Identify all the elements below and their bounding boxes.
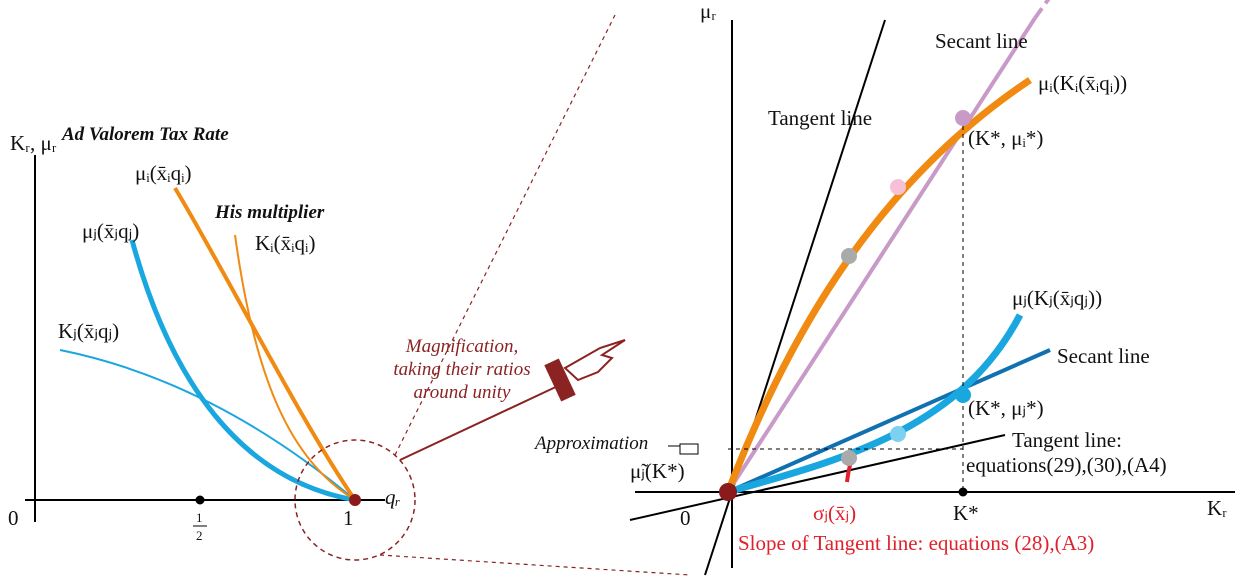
secant-line-i-ext [1035,0,1055,18]
sigma: σⱼ(x̄ⱼ) [813,501,856,525]
tangent-label-j: Tangent line: [1012,428,1122,452]
magnification-line: taking their ratios [393,359,530,380]
half-denominator: 2 [196,528,203,543]
mu-i-label: μᵢ(Kᵢ(x̄ᵢqᵢ)) [1038,71,1127,95]
origin: 0 [680,506,691,530]
k-star: K* [953,501,979,525]
y-axis-label: μᵣ [700,0,716,23]
zoom-line [380,555,690,575]
k-j-label: Kⱼ(x̄ⱼqⱼ) [58,319,119,343]
y-axis-label: Kᵣ, μᵣ [10,131,57,155]
point-i-label: (K*, μᵢ*) [968,126,1043,150]
k-star-point [959,488,968,497]
tangent-equations: equations(29),(30),(A4) [966,453,1167,477]
magnification-line: Magnification, [405,336,518,357]
k-i-curve [235,235,355,500]
title: Ad Valorem Tax Rate [61,124,229,145]
mu-j-label: μⱼ(Kⱼ(x̄ⱼqⱼ)) [1012,286,1102,310]
x-axis-label: Kᵣ [1207,496,1227,520]
unity-point [349,494,361,506]
mid-point-j [890,426,906,442]
half-point [196,496,205,505]
tangent-label-i: Tangent line [768,106,872,130]
left-panel: Kᵣ, μᵣ Ad Valorem Tax Rate μᵢ(x̄ᵢqᵢ) His… [8,15,690,575]
secant-label-j: Secant line [1057,344,1150,368]
x-axis-label: qᵣ [385,485,401,509]
k-i-label: Kᵢ(x̄ᵢqᵢ) [255,231,315,255]
point-i [955,110,971,126]
mid-point-i [890,179,906,195]
slope-angle [847,465,850,482]
secant-label-i: Secant line [935,29,1028,53]
origin: 0 [8,506,19,530]
diagram: Kᵣ, μᵣ Ad Valorem Tax Rate μᵢ(x̄ᵢqᵢ) His… [0,0,1252,579]
half-numerator: 1 [196,510,203,525]
tangent-point-j [841,450,857,466]
mu-tilde: μ̃ⱼ(K*) [630,459,685,483]
tangent-point-i [841,248,857,264]
point-j-label: (K*, μⱼ*) [968,396,1044,420]
pointer-icon [668,444,698,454]
approximation: Approximation [533,433,648,454]
mu-j-label: μⱼ(x̄ⱼqⱼ) [82,219,139,243]
origin-point [719,483,737,501]
mu-j-curve [132,240,355,500]
his-multiplier: His multiplier [214,202,325,223]
secant-line-i [728,18,1035,492]
magnification-line: around unity [414,382,511,403]
slope-note: Slope of Tangent line: equations (28),(A… [738,531,1094,555]
hand-icon [565,340,625,380]
one: 1 [343,506,354,530]
k-j-curve [60,350,355,500]
mu-i-label: μᵢ(x̄ᵢqᵢ) [135,161,192,185]
right-panel: μᵣ Secant line μᵢ(Kᵢ(x̄ᵢqᵢ)) Tangent lin… [533,0,1235,575]
